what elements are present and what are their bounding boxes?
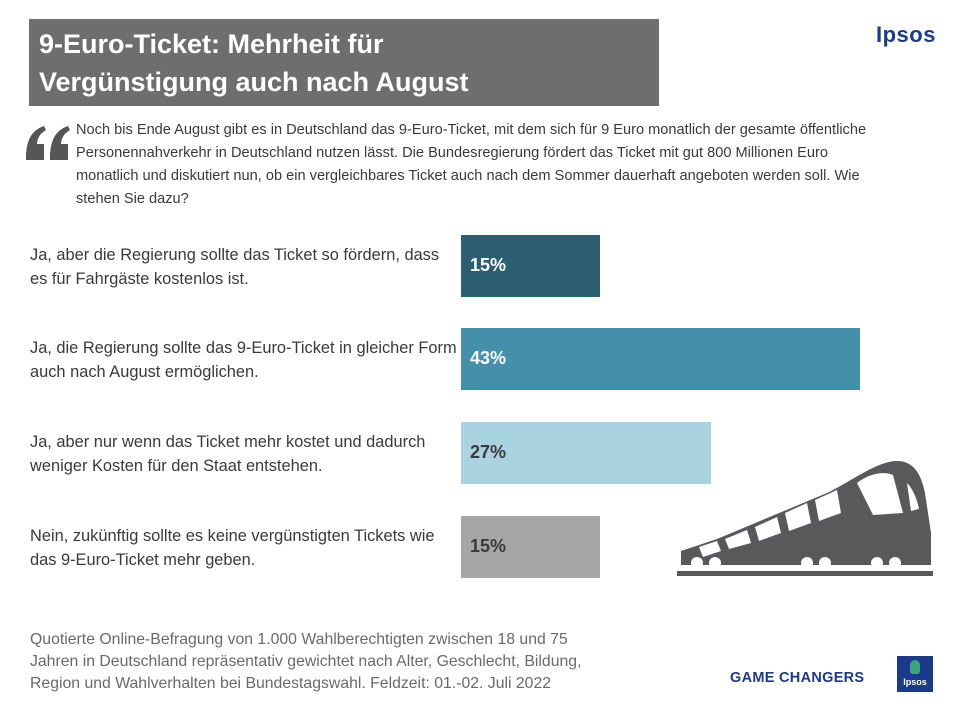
bar xyxy=(461,516,600,578)
page-title: 9-Euro-Ticket: Mehrheit für Vergünstigun… xyxy=(39,29,469,97)
bar-value-label: 15% xyxy=(470,536,507,556)
train-icon xyxy=(677,461,933,576)
category-label: Ja, die Regierung sollte das 9-Euro-Tick… xyxy=(30,339,457,381)
logo-text: Ipsos xyxy=(903,677,927,687)
bar-value-label: 27% xyxy=(470,442,507,462)
bar-value-label: 15% xyxy=(470,255,507,275)
bar xyxy=(461,328,860,390)
category-label: Ja, aber die Regierung sollte das Ticket… xyxy=(30,246,440,288)
title-banner: 9-Euro-Ticket: Mehrheit für Vergünstigun… xyxy=(29,19,659,106)
bar xyxy=(461,422,711,484)
logo-mark xyxy=(910,660,920,674)
category-label: Ja, aber nur wenn das Ticket mehr kostet… xyxy=(30,433,426,475)
category-label: Nein, zukünftig sollte es keine vergünst… xyxy=(30,527,435,569)
bar xyxy=(461,235,600,297)
methodology-footnote: Quotierte Online-Befragung von 1.000 Wah… xyxy=(30,631,582,692)
bar-value-label: 43% xyxy=(470,348,507,368)
game-changers-tagline: GAME CHANGERS xyxy=(730,670,865,686)
question-text: Noch bis Ende August gibt es in Deutschl… xyxy=(76,122,867,207)
ipsos-brand-text: Ipsos xyxy=(876,22,936,47)
quote-icon xyxy=(26,126,70,160)
ipsos-logo: Ipsos xyxy=(897,656,933,692)
